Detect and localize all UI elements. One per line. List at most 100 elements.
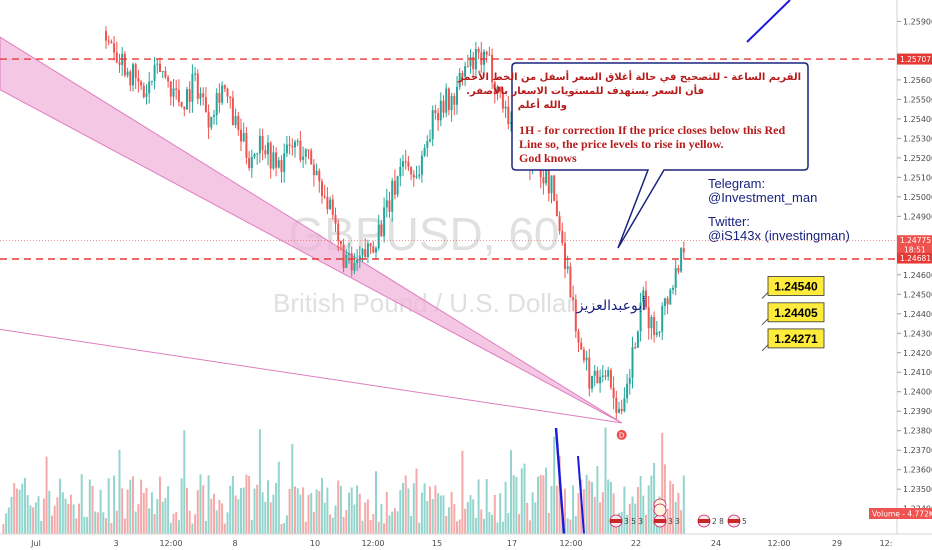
twitter-handle: @iS143x (investingman) — [708, 228, 850, 243]
last-price-tag: 1.24775 18:51 — [897, 235, 932, 256]
event-marker[interactable]: 3 3 — [653, 514, 680, 528]
volume-bar — [674, 501, 677, 534]
candle-body — [423, 147, 426, 156]
volume-bar — [429, 486, 431, 534]
target-box — [767, 302, 825, 323]
volume-bar — [48, 490, 51, 534]
volume-bar — [348, 492, 350, 534]
event-marker[interactable]: 5 — [727, 514, 747, 528]
horizontal-levels[interactable] — [0, 58, 897, 260]
candle-body — [666, 298, 669, 305]
candle-body — [113, 43, 116, 53]
resistance-price-label: 1.25707 — [900, 55, 931, 64]
candle-body — [345, 254, 348, 269]
candle-body — [159, 63, 161, 73]
time-axis[interactable]: Jul 3 12:00 8 10 12:00 15 17 12:00 22 24 12:00 29 12: — [30, 539, 892, 548]
wedge-drawing[interactable] — [0, 36, 622, 424]
price-tick-label: 1.25100 — [903, 173, 932, 182]
candle-body — [680, 248, 683, 272]
volume-bar — [61, 492, 64, 534]
volume-bar — [431, 499, 434, 534]
volume-bar — [402, 483, 404, 534]
volume-bar — [288, 489, 291, 534]
candle-body — [477, 49, 480, 53]
low-marker-badge[interactable] — [616, 429, 627, 440]
candle-body — [388, 200, 391, 212]
volume-bar — [175, 512, 178, 534]
time-tick-label: 10 — [310, 539, 320, 548]
candle-body — [558, 216, 561, 231]
economic-events[interactable]: 3 5 3 3 3 2 8 5 — [609, 498, 747, 528]
candle-body — [574, 299, 577, 332]
projection-line-lower-2[interactable] — [577, 455, 585, 535]
volume-bar — [204, 520, 207, 534]
volume-bar — [307, 494, 310, 534]
event-count: 2 8 — [712, 517, 724, 526]
countdown-label: 18:51 — [904, 246, 926, 255]
candle-body — [204, 97, 207, 113]
candle-body — [434, 110, 437, 114]
candle-body — [107, 40, 110, 42]
trend-drawings[interactable] — [554, 0, 791, 535]
target-level-3[interactable]: 1.24271 — [761, 328, 825, 352]
volume-bar — [177, 520, 180, 534]
candle-body — [250, 156, 253, 169]
volume-bar — [13, 483, 16, 534]
candle-body — [639, 302, 642, 332]
volume-bar — [59, 478, 62, 534]
target-level-1[interactable]: 1.24540 — [761, 276, 825, 299]
event-flag-icon[interactable] — [653, 503, 667, 517]
event-marker[interactable]: 3 5 3 — [609, 514, 643, 528]
candle-body — [126, 71, 129, 76]
candle-body — [242, 132, 245, 142]
target-level-2[interactable]: 1.24405 — [761, 302, 825, 326]
annotation-english-line2: Line so, the price levels to rise in yel… — [519, 137, 724, 151]
target-levels[interactable]: 1.24540 1.24405 1.24271 — [761, 276, 825, 352]
candle-body — [380, 224, 383, 237]
candle-body — [315, 170, 318, 176]
volume-bar — [531, 492, 534, 534]
event-flag-stripe — [728, 519, 740, 523]
candle-body — [215, 93, 218, 116]
candle-body — [645, 290, 647, 308]
volume-bar — [477, 479, 480, 534]
volume-bar — [623, 486, 626, 534]
price-tick-label: 1.23700 — [903, 446, 932, 455]
time-tick-label: Jul — [30, 539, 41, 548]
candle-body — [585, 357, 588, 361]
candle-body — [296, 140, 299, 142]
annotation-callout[interactable]: القريم الساعة - للتصحيح في حالة أغلاق ال… — [457, 62, 809, 249]
candle-body — [285, 144, 288, 154]
candle-body — [237, 115, 240, 130]
candle-body — [299, 140, 302, 160]
candle-body — [364, 249, 367, 258]
volume-bar — [188, 510, 191, 534]
volume-bar — [453, 504, 456, 534]
volume-bar — [161, 501, 164, 534]
volume-bar — [372, 513, 375, 534]
price-tick-label: 1.24000 — [903, 388, 932, 397]
low-marker[interactable]: D — [616, 429, 627, 440]
volume-bar — [113, 475, 116, 534]
wedge-lower-line[interactable] — [0, 328, 622, 424]
volume-bar — [110, 522, 113, 534]
target-pointer — [761, 318, 769, 326]
candle-body — [234, 115, 237, 126]
candle-body — [264, 150, 267, 155]
candle-body — [510, 122, 512, 125]
event-marker[interactable]: 2 8 — [697, 514, 724, 528]
volume-bar — [32, 507, 35, 534]
candle-body — [445, 88, 448, 113]
projection-line-lower[interactable] — [554, 427, 566, 535]
social-handles: Telegram: @Investment_man Twitter: @iS14… — [708, 176, 850, 243]
candle-body — [634, 347, 637, 349]
candle-body — [283, 153, 286, 172]
volume-bar — [202, 485, 205, 534]
candle-body — [329, 199, 332, 210]
wedge-fill[interactable] — [0, 36, 622, 424]
time-tick-label: 24 — [711, 539, 721, 548]
candle-body — [450, 96, 453, 111]
projection-line-upper[interactable] — [746, 0, 791, 43]
volume-bar — [456, 521, 458, 534]
